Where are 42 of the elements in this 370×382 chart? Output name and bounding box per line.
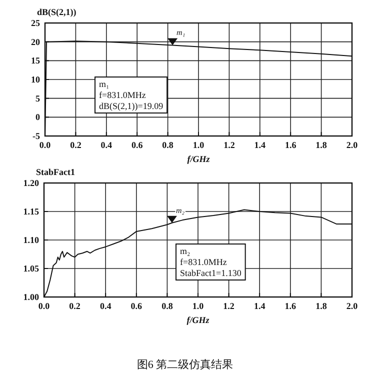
- x-tick-label: 0.4: [100, 140, 113, 150]
- annotation: m₁ f=831.0MHz dB(S(2,1))=19.09: [99, 79, 164, 111]
- caption: 图6 第二级仿真结果: [136, 358, 234, 371]
- y-axis-title: StabFact1: [36, 167, 76, 177]
- x-tick-label: 1.4: [254, 140, 266, 150]
- x-tick-label: 1.6: [284, 301, 297, 311]
- x-tick-label: 1.8: [316, 140, 328, 150]
- x-tick-label: 0.2: [69, 301, 81, 311]
- x-tick-label: 0.6: [130, 301, 143, 311]
- x-tick-label: 1.2: [224, 140, 236, 150]
- x-tick-label: 0.2: [70, 140, 82, 150]
- x-tick-label: 1.0: [192, 140, 205, 150]
- y-tick-label: 1.10: [23, 235, 40, 245]
- y-tick-label: 1.15: [23, 206, 40, 216]
- y-tick-label: -5: [32, 131, 40, 141]
- x-tick-label: 2.0: [346, 140, 358, 150]
- y-tick-label: 0: [36, 112, 40, 122]
- y-axis-title: dB(S(2,1)): [37, 7, 76, 17]
- x-tick-label: 1.0: [192, 301, 204, 311]
- x-tick-label: 0.0: [38, 301, 50, 311]
- x-tick-label: 0.6: [131, 140, 144, 150]
- x-tick-label: 1.6: [284, 140, 297, 150]
- y-tick-label: 1.05: [23, 264, 40, 274]
- x-tick-label: 1.4: [254, 301, 266, 311]
- x-tick-label: 2.0: [346, 301, 358, 311]
- x-tick-label: 1.8: [316, 301, 328, 311]
- x-tick-label: 0.8: [162, 140, 174, 150]
- x-axis-title: f/GHz: [186, 315, 210, 325]
- annotation: m₁: [176, 28, 186, 38]
- x-tick-label: 0.8: [162, 301, 174, 311]
- x-tick-label: 1.2: [223, 301, 235, 311]
- annotation: m₂ f=831.0MHz StabFact1=1.130: [180, 246, 242, 278]
- x-tick-label: 0.0: [39, 140, 52, 150]
- y-tick-label: 5: [36, 93, 40, 104]
- y-tick-label: 1.00: [23, 292, 40, 302]
- x-tick-label: 0.4: [100, 301, 112, 311]
- y-tick-label: 25: [31, 18, 40, 28]
- y-tick-label: 20: [31, 36, 40, 47]
- y-tick-label: 15: [31, 56, 40, 66]
- y-tick-label: 1.20: [23, 178, 40, 188]
- x-axis-title: f/GHz: [187, 154, 210, 164]
- y-tick-label: 10: [31, 74, 40, 84]
